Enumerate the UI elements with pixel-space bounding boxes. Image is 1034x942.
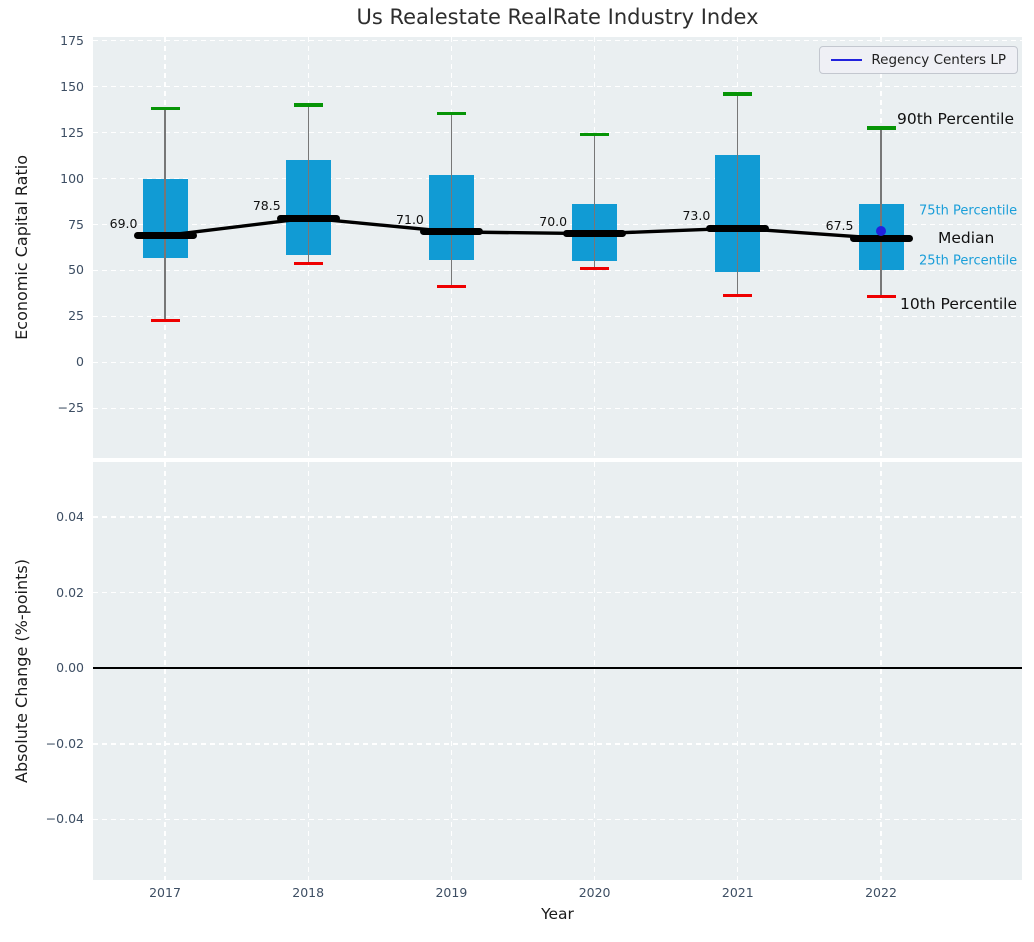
top-y-axis-label-wrap: Economic Capital Ratio	[8, 37, 34, 458]
median-value-label: 67.5	[825, 218, 854, 234]
x-tick-label: 2020	[578, 885, 611, 900]
annotation-p90: 90th Percentile	[897, 110, 1015, 128]
y-tick-label: 150	[60, 78, 84, 94]
legend-entry-label: Regency Centers LP	[871, 52, 1006, 68]
whisker-2019	[450, 113, 452, 287]
whisker-cap-10th-icon	[866, 294, 896, 298]
vertical-gridline	[737, 462, 739, 880]
horizontal-gridline	[93, 361, 1022, 364]
x-tick-label: 2018	[292, 885, 325, 900]
y-tick-label: 0	[76, 354, 84, 370]
whisker-cap-10th-icon	[150, 318, 180, 322]
whisker-cap-10th-icon	[293, 261, 323, 265]
horizontal-gridline	[93, 818, 1022, 821]
horizontal-gridline	[93, 315, 1022, 318]
horizontal-gridline	[93, 85, 1022, 88]
whisker-2022	[880, 128, 882, 297]
whisker-2021	[737, 93, 739, 296]
horizontal-gridline	[93, 177, 1022, 180]
vertical-gridline	[450, 462, 453, 880]
legend-line-sample-icon	[831, 59, 863, 61]
y-tick-label: 25	[68, 308, 84, 324]
median-value-label: 69.0	[109, 215, 138, 231]
median-value-label: 78.5	[252, 198, 281, 214]
median-value-label: 73.0	[682, 208, 711, 224]
y-tick-label: 125	[60, 124, 84, 140]
whisker-cap-10th-icon	[580, 267, 610, 271]
annotation-median: Median	[938, 229, 995, 248]
whisker-cap-90th-icon	[436, 111, 466, 115]
top-panel: 69.0 78.5 71.0 70.0 73.0 67.5	[93, 37, 1022, 458]
whisker-cap-90th-icon	[580, 132, 610, 137]
horizontal-gridline	[93, 39, 1022, 42]
x-tick-label: 2022	[865, 885, 897, 900]
vertical-gridline	[307, 462, 309, 880]
median-bar-2020	[563, 230, 627, 238]
whisker-cap-90th-icon	[723, 92, 753, 96]
y-tick-label: 50	[68, 262, 84, 278]
y-tick-label: 0.04	[56, 508, 84, 524]
whisker-cap-10th-icon	[436, 284, 466, 288]
vertical-gridline	[593, 462, 596, 880]
x-tick-label: 2021	[721, 885, 754, 900]
median-value-label: 70.0	[539, 213, 568, 229]
y-tick-label: 0.02	[56, 584, 84, 600]
y-tick-label: 100	[60, 170, 84, 186]
horizontal-gridline	[93, 591, 1022, 594]
legend: Regency Centers LP	[819, 46, 1018, 74]
whisker-2017	[164, 108, 166, 321]
zero-line	[93, 667, 1022, 669]
chart-title: Us Realestate RealRate Industry Index	[356, 5, 759, 29]
vertical-gridline	[880, 462, 882, 880]
annotation-q3: 75th Percentile	[919, 203, 1018, 219]
y-tick-label: 0.00	[56, 660, 84, 676]
median-bar-2021	[706, 224, 770, 232]
median-bar-2022	[849, 234, 913, 242]
median-bar-2019	[419, 228, 483, 236]
y-tick-label: 175	[60, 32, 84, 48]
horizontal-gridline	[93, 516, 1022, 518]
median-bar-2017	[133, 232, 197, 240]
y-tick-label: −25	[57, 400, 84, 416]
vertical-gridline	[164, 462, 166, 880]
y-tick-label: −0.02	[45, 735, 84, 751]
horizontal-gridline	[93, 743, 1022, 745]
y-tick-label: −0.04	[45, 811, 84, 827]
y-tick-label: 75	[68, 216, 84, 232]
whisker-cap-90th-icon	[293, 103, 323, 107]
horizontal-gridline	[93, 269, 1022, 272]
x-tick-label: 2017	[149, 885, 181, 900]
horizontal-gridline	[93, 407, 1022, 410]
x-axis-label: Year	[541, 905, 574, 923]
whisker-2018	[307, 105, 309, 264]
horizontal-gridline	[93, 131, 1022, 134]
whisker-cap-90th-icon	[866, 126, 896, 130]
x-tick-label: 2019	[435, 885, 468, 900]
median-bar-2018	[276, 214, 340, 222]
annotation-p10: 10th Percentile	[900, 295, 1018, 314]
bottom-panel	[93, 462, 1022, 880]
company-dot	[876, 226, 886, 237]
whisker-cap-10th-icon	[723, 293, 753, 297]
median-value-label: 71.0	[396, 211, 424, 227]
annotation-q1: 25th Percentile	[919, 253, 1018, 269]
whisker-cap-90th-icon	[150, 107, 180, 111]
whisker-2020	[594, 134, 596, 269]
